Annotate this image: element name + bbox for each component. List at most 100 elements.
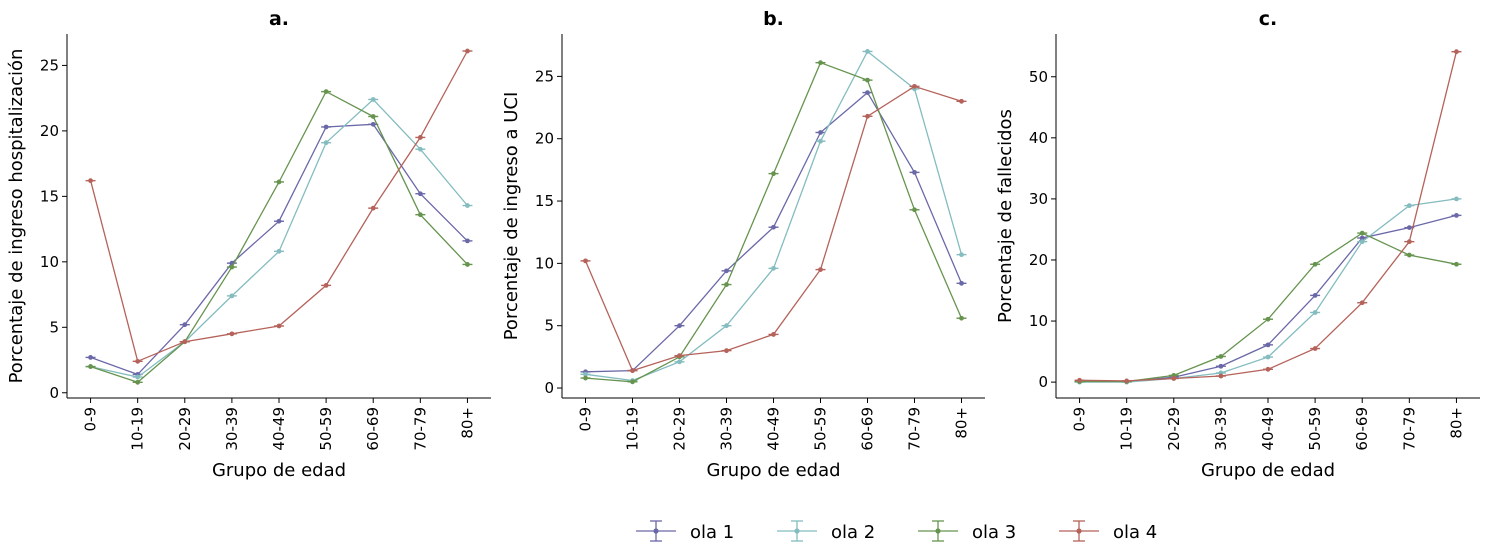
data-point bbox=[771, 332, 776, 337]
data-point bbox=[818, 130, 823, 135]
data-point bbox=[724, 268, 729, 274]
data-point bbox=[370, 97, 376, 102]
data-point bbox=[417, 191, 423, 197]
data-point bbox=[1359, 239, 1365, 245]
y-tick-label: 40 bbox=[1029, 129, 1048, 147]
y-tick-label: 15 bbox=[535, 192, 554, 210]
legend-label: ola 1 bbox=[690, 522, 734, 543]
data-point bbox=[912, 207, 917, 213]
x-tick-label: 10-19 bbox=[1118, 407, 1136, 451]
data-point bbox=[865, 90, 870, 95]
y-axis-label: Porcentaje de ingreso hospitalización bbox=[6, 49, 27, 384]
y-axis-label: Porcentaje de fallecidos bbox=[995, 109, 1016, 323]
y-tick-label: 0 bbox=[1038, 373, 1048, 391]
data-point bbox=[370, 114, 376, 119]
series-line bbox=[1079, 51, 1458, 382]
data-point bbox=[771, 224, 776, 230]
data-point bbox=[276, 218, 282, 224]
data-point bbox=[959, 280, 964, 286]
x-tick-label: 10-19 bbox=[624, 407, 642, 451]
data-point bbox=[1454, 261, 1459, 267]
x-axis-label: Grupo de edad bbox=[706, 460, 840, 481]
data-point bbox=[1265, 342, 1271, 348]
data-point bbox=[88, 355, 93, 360]
y-tick-label: 0 bbox=[49, 384, 59, 402]
series-ola-3 bbox=[85, 89, 473, 385]
data-point bbox=[135, 358, 141, 364]
data-point bbox=[229, 331, 235, 337]
data-point bbox=[182, 339, 188, 345]
x-tick-label: 60-69 bbox=[859, 407, 877, 451]
y-tick-label: 5 bbox=[544, 317, 554, 335]
data-point bbox=[1454, 196, 1459, 202]
panel-title: c. bbox=[1259, 8, 1277, 30]
data-point bbox=[1077, 377, 1082, 383]
data-point bbox=[1218, 363, 1224, 369]
data-point bbox=[276, 248, 282, 254]
data-point bbox=[276, 179, 282, 185]
data-point bbox=[1406, 239, 1412, 245]
series-line bbox=[90, 90, 468, 384]
y-tick-label: 0 bbox=[544, 379, 554, 397]
data-point bbox=[1265, 354, 1271, 360]
data-point bbox=[1218, 373, 1224, 379]
data-point bbox=[677, 359, 682, 365]
data-point bbox=[1265, 366, 1271, 372]
data-point bbox=[1124, 378, 1130, 384]
data-point bbox=[912, 83, 917, 89]
x-tick-label: 50-59 bbox=[1306, 407, 1324, 451]
x-tick-label: 20-29 bbox=[671, 407, 689, 451]
x-tick-label: 50-59 bbox=[317, 407, 335, 451]
y-tick-label: 20 bbox=[1029, 251, 1048, 269]
y-tick-label: 10 bbox=[1029, 312, 1048, 330]
data-point bbox=[88, 364, 93, 369]
data-point bbox=[1312, 346, 1318, 351]
data-point bbox=[1406, 225, 1412, 231]
series-ola-2 bbox=[1074, 196, 1462, 385]
y-tick-label: 10 bbox=[40, 253, 59, 271]
data-point bbox=[229, 293, 235, 299]
data-point bbox=[865, 49, 870, 54]
y-tick-label: 20 bbox=[40, 122, 59, 140]
legend-marker bbox=[794, 528, 800, 534]
series-ola-2 bbox=[85, 97, 473, 380]
legend-label: ola 4 bbox=[1113, 522, 1157, 543]
x-tick-label: 80+ bbox=[458, 407, 476, 439]
series-line bbox=[89, 50, 468, 363]
data-point bbox=[1359, 300, 1365, 306]
data-point bbox=[1359, 235, 1365, 241]
series-line bbox=[90, 98, 468, 378]
y-tick-label: 30 bbox=[1029, 190, 1048, 208]
x-tick-label: 50-59 bbox=[812, 407, 830, 451]
data-point bbox=[818, 138, 823, 144]
legend-marker bbox=[1076, 528, 1082, 534]
y-tick-label: 25 bbox=[40, 56, 59, 74]
series-line bbox=[585, 91, 963, 373]
data-point bbox=[677, 353, 682, 359]
data-point bbox=[630, 379, 635, 385]
data-point bbox=[370, 205, 376, 211]
data-point bbox=[818, 60, 823, 66]
data-point bbox=[1359, 230, 1365, 236]
legend-entry-ola-1: ola 1 bbox=[636, 520, 734, 543]
legend-marker bbox=[653, 528, 659, 534]
data-point bbox=[959, 98, 964, 104]
data-point bbox=[323, 124, 329, 130]
panel-title: a. bbox=[269, 8, 289, 30]
data-point bbox=[465, 262, 470, 267]
data-point bbox=[583, 258, 588, 264]
series-ola-3 bbox=[580, 60, 967, 385]
data-point bbox=[370, 121, 376, 127]
x-axis-label: Grupo de edad bbox=[1201, 460, 1335, 481]
y-tick-label: 50 bbox=[1029, 68, 1048, 86]
data-point bbox=[1218, 354, 1224, 359]
data-point bbox=[229, 264, 235, 270]
data-point bbox=[417, 212, 423, 218]
data-point bbox=[771, 265, 776, 271]
data-point bbox=[1312, 261, 1318, 267]
data-point bbox=[182, 322, 188, 328]
legend: ola 1 ola 2 ola 3 ola 4 bbox=[636, 520, 1157, 543]
data-point bbox=[1265, 316, 1271, 322]
legend-marker bbox=[935, 528, 941, 534]
